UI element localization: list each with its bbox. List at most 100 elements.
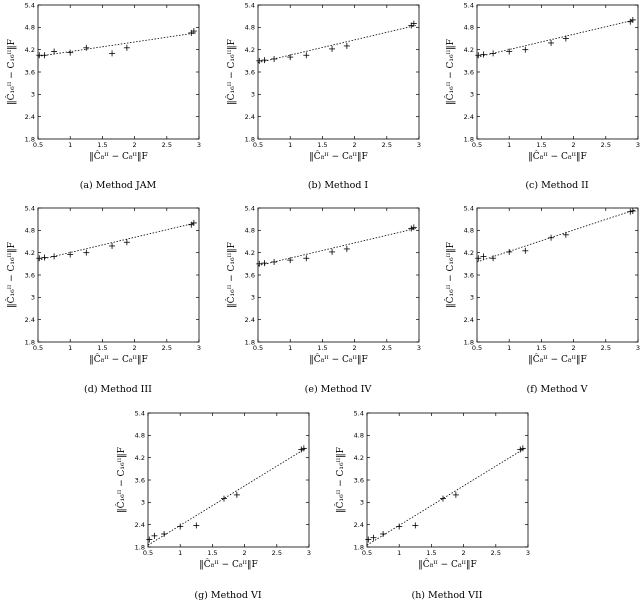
data-point [67, 49, 74, 56]
data-point [256, 260, 263, 267]
data-point [396, 523, 403, 530]
x-axis-label: ‖Ĉ₈ᴵᴵ − C₈ᴵᴵ‖F [89, 353, 147, 365]
y-tick-label: 3.6 [25, 68, 35, 76]
data-point [300, 445, 307, 452]
y-tick-label: 1.8 [245, 135, 255, 143]
panel-caption: (b) Method I [308, 180, 369, 191]
data-point [517, 446, 524, 453]
y-tick-label: 3.6 [135, 476, 145, 484]
y-tick-label: 3.6 [464, 271, 474, 279]
fit-line [257, 228, 416, 267]
y-tick-label: 5.4 [25, 1, 35, 9]
panel-5: 0.5 1 1.5 2 2.5 3 1.8 2.4 3 3.6 4.2 4.8 5.4 ‖Ĉ₈ᴵᴵ − C… [225, 204, 421, 395]
x-tick-label: 2 [353, 141, 357, 149]
y-tick-label: 4.2 [245, 46, 255, 54]
x-tick-label: 2.5 [162, 141, 172, 149]
y-tick-label: 5.4 [135, 409, 145, 417]
fit-line [366, 448, 525, 546]
x-tick-label: 1 [178, 549, 182, 557]
data-point [452, 491, 459, 498]
data-point [475, 255, 482, 262]
x-tick-label: 2 [133, 141, 137, 149]
x-tick-label: 1.5 [536, 344, 546, 352]
x-tick-label: 2 [572, 141, 576, 149]
data-point [410, 224, 417, 231]
x-tick-label: 2 [353, 344, 357, 352]
data-point [562, 35, 569, 42]
data-point [439, 495, 446, 502]
y-tick-label: 3.6 [354, 476, 364, 484]
data-point [629, 16, 636, 23]
data-point [480, 51, 487, 58]
data-point [506, 48, 513, 55]
y-tick-label: 4.8 [25, 227, 35, 235]
data-point [123, 239, 130, 246]
data-point [287, 54, 294, 61]
data-point [329, 45, 336, 52]
fit-line [476, 19, 635, 58]
y-tick-label: 4.8 [464, 24, 474, 32]
data-point [271, 55, 278, 62]
x-tick-label: 3 [307, 549, 311, 557]
data-point [298, 446, 305, 453]
panel-caption: (d) Method III [84, 384, 152, 395]
x-tick-label: 2.5 [162, 344, 172, 352]
y-axis-label: ‖Ĉ₁₆ᴵᴵ − C₁₆ᴵᴵ‖F [5, 39, 17, 105]
y-tick-label: 3 [360, 499, 364, 507]
data-point [177, 523, 184, 530]
data-point [410, 20, 417, 27]
y-tick-label: 3.6 [245, 271, 255, 279]
x-axis-label: ‖Ĉ₈ᴵᴵ − C₈ᴵᴵ‖F [418, 558, 476, 570]
data-point [370, 534, 377, 541]
data-point [490, 255, 497, 262]
data-point [303, 52, 310, 59]
panel-caption: (e) Method IV [305, 384, 372, 395]
data-point [233, 491, 240, 498]
data-point [36, 52, 43, 59]
x-tick-label: 0.5 [143, 549, 153, 557]
y-tick-label: 2.4 [464, 316, 474, 324]
data-point [522, 247, 529, 254]
y-tick-label: 3.6 [25, 271, 35, 279]
plot-frame [257, 4, 420, 140]
plot-frame [366, 412, 529, 548]
y-tick-label: 3 [470, 294, 474, 302]
x-tick-label: 0.5 [33, 141, 43, 149]
y-tick-label: 2.4 [25, 113, 35, 121]
y-axis-label: ‖Ĉ₁₆ᴵᴵ − C₁₆ᴵᴵ‖F [334, 447, 346, 513]
x-tick-label: 2 [462, 549, 466, 557]
x-tick-label: 1 [507, 141, 511, 149]
x-tick-label: 2 [243, 549, 247, 557]
panel-4: 0.5 1 1.5 2 2.5 3 1.8 2.4 3 3.6 4.2 4.8 5.4 ‖Ĉ₈ᴵᴵ − C… [5, 204, 201, 395]
y-tick-label: 4.8 [135, 432, 145, 440]
x-tick-label: 1 [68, 141, 72, 149]
y-tick-label: 4.2 [354, 454, 364, 462]
data-point [408, 225, 415, 232]
y-tick-label: 1.8 [135, 543, 145, 551]
y-tick-label: 4.8 [245, 24, 255, 32]
data-point [343, 245, 350, 252]
y-tick-label: 2.4 [354, 521, 364, 529]
y-axis-label: ‖Ĉ₁₆ᴵᴵ − C₁₆ᴵᴵ‖F [444, 39, 456, 105]
y-tick-label: 4.2 [464, 249, 474, 257]
x-tick-label: 3 [197, 141, 201, 149]
x-tick-label: 1.5 [317, 344, 327, 352]
y-tick-label: 1.8 [464, 338, 474, 346]
data-point [629, 207, 636, 214]
data-point [271, 258, 278, 265]
data-point [548, 234, 555, 241]
y-tick-label: 4.8 [25, 24, 35, 32]
x-axis-label: ‖Ĉ₈ᴵᴵ − C₈ᴵᴵ‖F [199, 558, 257, 570]
plot-frame [476, 207, 639, 343]
x-tick-label: 2.5 [382, 141, 392, 149]
panel-7: 0.5 1 1.5 2 2.5 3 1.8 2.4 3 3.6 4.2 4.8 5.4 ‖Ĉ₈ᴵᴵ − C… [115, 409, 311, 601]
data-point [41, 254, 48, 261]
data-point [261, 57, 268, 64]
x-tick-label: 3 [636, 141, 640, 149]
x-tick-label: 0.5 [362, 549, 372, 557]
x-tick-label: 2.5 [601, 344, 611, 352]
panel-2: 0.5 1 1.5 2 2.5 3 1.8 2.4 3 3.6 4.2 4.8 5.4 ‖Ĉ₈ᴵᴵ − C… [225, 1, 421, 191]
data-point [475, 52, 482, 59]
panel-caption: (g) Method VI [194, 590, 261, 601]
y-tick-label: 3 [31, 294, 35, 302]
